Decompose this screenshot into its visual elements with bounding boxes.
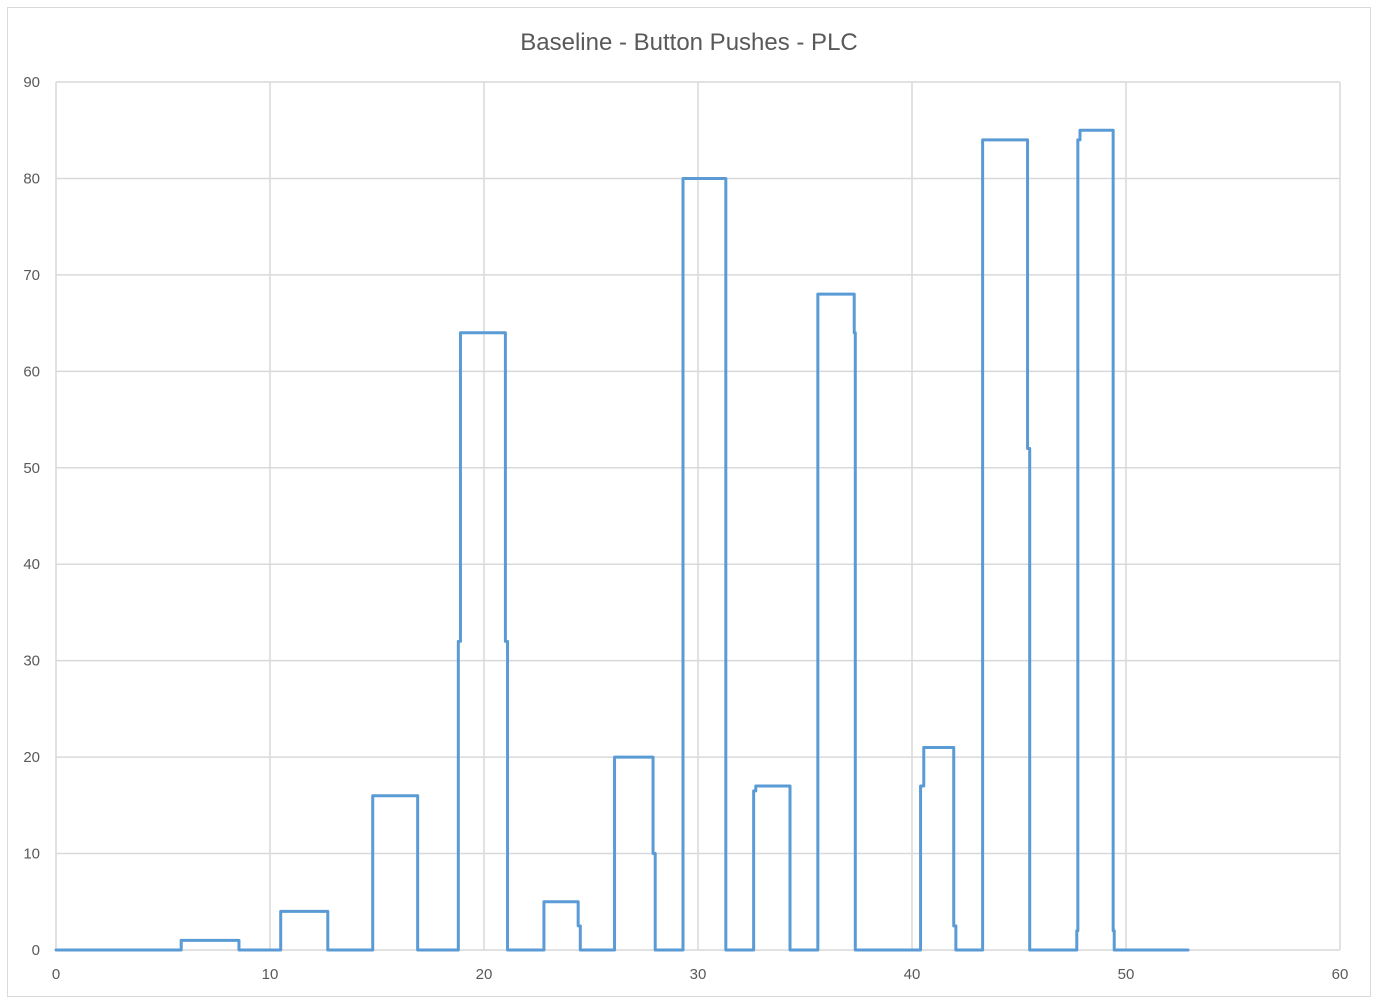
y-tick-label: 50 (23, 460, 40, 477)
chart-title: Baseline - Button Pushes - PLC (520, 29, 858, 56)
x-tick-label: 30 (690, 966, 707, 983)
x-axis-ticks: 0 10 20 30 40 50 60 (52, 966, 1349, 983)
x-tick-label: 0 (52, 966, 60, 983)
x-tick-label: 10 (262, 966, 279, 983)
y-tick-label: 0 (32, 942, 40, 959)
x-tick-label: 20 (476, 966, 493, 983)
y-tick-label: 40 (23, 556, 40, 573)
x-tick-label: 60 (1332, 966, 1349, 983)
gridlines (55, 81, 1341, 951)
y-tick-label: 90 (23, 74, 40, 91)
series-group (54, 128, 1190, 952)
x-tick-label: 50 (1118, 966, 1135, 983)
series-line-0 (54, 128, 1190, 952)
x-tick-label: 40 (904, 966, 921, 983)
y-tick-label: 80 (23, 170, 40, 187)
y-tick-label: 20 (23, 749, 40, 766)
y-tick-label: 60 (23, 363, 40, 380)
y-tick-label: 70 (23, 267, 40, 284)
y-tick-label: 30 (23, 653, 40, 670)
y-axis-ticks: 0 10 20 30 40 50 60 70 80 90 (23, 74, 40, 959)
chart-area (7, 7, 1371, 997)
y-tick-label: 10 (23, 846, 40, 863)
